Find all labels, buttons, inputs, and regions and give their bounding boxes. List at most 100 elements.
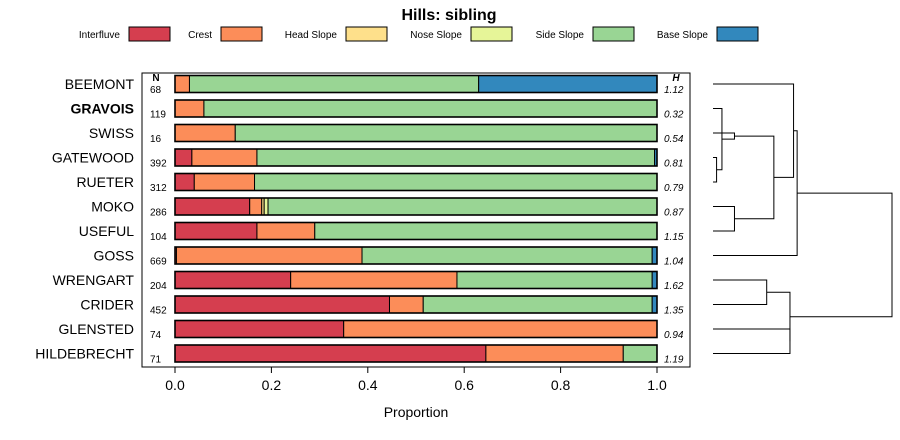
dendrogram [713, 83, 893, 354]
row-label: GLENSTED [59, 321, 134, 337]
bar-outline [174, 172, 658, 192]
legend-label-side-slope: Side Slope [536, 30, 585, 41]
row-h-value: 0.87 [664, 208, 684, 219]
dendrogram-link [734, 135, 775, 220]
row-hildebrecht: HILDEBRECHT 71 1.19 [35, 344, 684, 366]
row-label: WRENGART [53, 272, 135, 288]
dendrogram-link [713, 130, 798, 256]
dendrogram-link [713, 206, 735, 232]
row-gatewood: GATEWOOD 392 0.81 [52, 148, 683, 170]
bar-segment-base-slope [478, 75, 658, 93]
bar-segment-side-slope [456, 271, 653, 289]
row-n-value: 104 [150, 232, 167, 243]
x-tick-label: 1.0 [647, 377, 667, 393]
legend-swatch-side-slope [592, 26, 635, 42]
legend-swatch-base-slope [716, 26, 759, 42]
row-h-value: 0.79 [664, 183, 684, 194]
dendrogram-link [713, 83, 795, 178]
bar-segment-crest [191, 148, 258, 167]
row-label: GOSS [94, 248, 134, 264]
bar-outline [174, 295, 658, 314]
bar-segment-interfluve [174, 173, 195, 191]
row-label: GATEWOOD [52, 150, 134, 166]
x-tick-label: 0.4 [358, 377, 378, 393]
bar-segment-crest [290, 271, 458, 289]
row-label: HILDEBRECHT [35, 346, 134, 362]
bar-segment-side-slope [422, 295, 653, 314]
bar-segment-interfluve [174, 148, 193, 167]
bar-outline [174, 123, 658, 143]
x-axis-label: Proportion [384, 404, 449, 420]
bar-segment-side-slope [203, 99, 658, 118]
row-label: SWISS [89, 125, 134, 141]
dendrogram-link [713, 328, 791, 354]
n-column-header: N [152, 73, 159, 84]
bar-segment-interfluve [174, 344, 487, 363]
row-n-value: 68 [150, 85, 162, 96]
legend-swatch-interfluve [128, 26, 171, 42]
row-label: MOKO [91, 199, 134, 215]
bar-segment-crest [249, 197, 263, 216]
legend-swatch-crest [220, 26, 263, 42]
row-label: CRIDER [80, 297, 134, 313]
row-h-value: 1.15 [664, 232, 684, 243]
h-column-header: H [672, 73, 680, 84]
legend-swatch-head-slope [345, 26, 388, 42]
bar-outline [174, 221, 658, 241]
bar-outline [174, 99, 658, 118]
dendrogram-link [713, 132, 735, 140]
bar-segment-interfluve [174, 197, 251, 216]
row-goss: GOSS 669 1.04 [94, 246, 684, 268]
legend-label-base-slope: Base Slope [657, 30, 709, 41]
row-crider: CRIDER 452 1.35 [80, 295, 684, 317]
bar-segment-interfluve [174, 222, 258, 240]
bar-segment-interfluve [174, 271, 292, 289]
x-tick-label: 0.6 [454, 377, 474, 393]
bar-segment-side-slope [314, 222, 658, 240]
row-n-value: 71 [150, 355, 162, 366]
bar-segment-side-slope [622, 344, 658, 363]
row-h-value: 1.62 [664, 281, 684, 292]
legend-label-interfluve: Interfluve [79, 30, 121, 41]
dendrogram-link [789, 192, 893, 318]
plot-frame [141, 72, 691, 368]
bar-segment-side-slope [234, 124, 658, 142]
x-tick-label: 0.8 [551, 377, 571, 393]
chart-title: Hills: sibling [401, 7, 496, 24]
row-h-value: 1.35 [664, 306, 684, 317]
row-useful: USEFUL 104 1.15 [79, 221, 684, 243]
dendrogram-link [713, 108, 723, 171]
legend-label-head-slope: Head Slope [285, 30, 338, 41]
bar-segment-crest [388, 295, 424, 314]
bar-segment-crest [174, 124, 236, 142]
bar-segment-crest [174, 75, 190, 93]
row-h-value: 1.12 [664, 85, 684, 96]
row-label: BEEMONT [65, 76, 135, 92]
dendrogram-link [713, 157, 718, 183]
row-n-value: 452 [150, 306, 167, 317]
bar-segment-nose-slope [263, 197, 269, 216]
row-moko: MOKO 286 0.87 [91, 197, 684, 219]
row-h-value: 0.94 [664, 330, 684, 341]
dendrogram-link [713, 279, 768, 305]
bar-outline [174, 74, 658, 94]
bar-outline [174, 197, 658, 216]
legend-label-nose-slope: Nose Slope [410, 30, 462, 41]
row-h-value: 1.04 [664, 257, 684, 268]
legend: Interfluve Crest Head Slope Nose Slope Side … [79, 26, 759, 42]
dendrogram-link [766, 291, 791, 342]
x-tick-label: 0.2 [262, 377, 282, 393]
row-n-value: 669 [150, 257, 167, 268]
bar-segment-crest [256, 222, 316, 240]
row-gravois: GRAVOIS 119 0.32 [70, 99, 684, 121]
bar-segment-side-slope [188, 75, 480, 93]
row-n-value: 312 [150, 183, 167, 194]
row-h-value: 0.54 [664, 134, 684, 145]
x-tick-label: 0.0 [165, 377, 185, 393]
bar-rows: BEEMONT 68 1.12 GRAVOIS 119 0.32 SWISS 16 0.54 GA… [35, 74, 684, 366]
row-label: RUETER [76, 174, 134, 190]
bar-segment-side-slope [254, 173, 658, 191]
row-n-value: 74 [150, 330, 162, 341]
bar-segment-side-slope [267, 197, 658, 216]
